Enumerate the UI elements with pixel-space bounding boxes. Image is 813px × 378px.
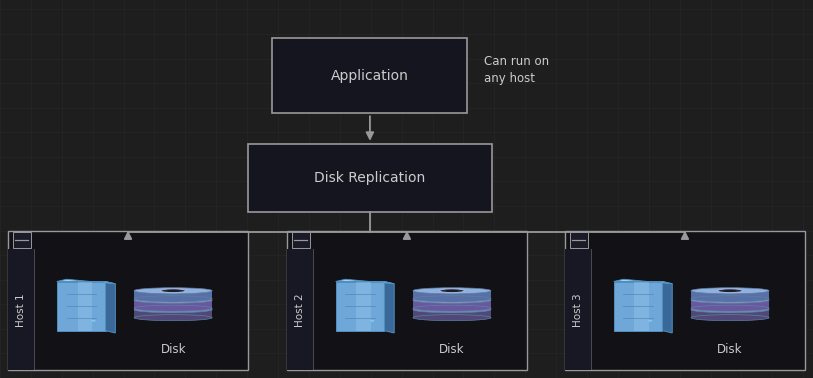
Ellipse shape: [724, 290, 736, 292]
FancyBboxPatch shape: [565, 231, 805, 370]
Text: Disk: Disk: [160, 343, 186, 356]
Polygon shape: [634, 282, 649, 331]
Polygon shape: [614, 279, 672, 284]
Polygon shape: [336, 279, 394, 284]
FancyBboxPatch shape: [413, 310, 491, 318]
FancyBboxPatch shape: [691, 310, 769, 318]
Ellipse shape: [91, 320, 96, 322]
FancyBboxPatch shape: [413, 300, 491, 308]
FancyBboxPatch shape: [565, 249, 591, 370]
Ellipse shape: [134, 288, 212, 294]
Ellipse shape: [413, 314, 491, 321]
Ellipse shape: [717, 289, 743, 293]
Polygon shape: [106, 282, 115, 333]
Ellipse shape: [370, 320, 375, 322]
Polygon shape: [77, 282, 92, 331]
Ellipse shape: [167, 299, 179, 301]
Ellipse shape: [724, 299, 736, 301]
Ellipse shape: [134, 305, 212, 311]
Text: Host 1: Host 1: [16, 293, 26, 327]
Ellipse shape: [691, 314, 769, 321]
Text: Application: Application: [331, 68, 409, 83]
Ellipse shape: [446, 309, 458, 311]
Ellipse shape: [691, 307, 769, 313]
Ellipse shape: [134, 296, 212, 302]
Ellipse shape: [134, 297, 212, 303]
Ellipse shape: [167, 309, 179, 311]
FancyBboxPatch shape: [248, 144, 492, 212]
Polygon shape: [356, 282, 371, 331]
Text: Disk Replication: Disk Replication: [315, 170, 425, 185]
Ellipse shape: [648, 320, 653, 322]
Ellipse shape: [717, 308, 743, 311]
FancyBboxPatch shape: [570, 232, 588, 248]
Ellipse shape: [439, 289, 465, 293]
Text: Host 2: Host 2: [295, 293, 305, 327]
Text: Disk: Disk: [439, 343, 465, 356]
Text: Host 3: Host 3: [573, 293, 583, 327]
FancyBboxPatch shape: [691, 291, 769, 299]
Ellipse shape: [446, 290, 458, 292]
Ellipse shape: [134, 307, 212, 313]
FancyBboxPatch shape: [8, 231, 248, 370]
Ellipse shape: [413, 307, 491, 313]
Ellipse shape: [691, 297, 769, 303]
Ellipse shape: [691, 305, 769, 311]
Text: Disk: Disk: [717, 343, 743, 356]
Ellipse shape: [439, 298, 465, 302]
FancyBboxPatch shape: [287, 249, 313, 370]
FancyBboxPatch shape: [292, 232, 310, 248]
Ellipse shape: [691, 296, 769, 302]
Ellipse shape: [160, 308, 186, 311]
FancyBboxPatch shape: [134, 310, 212, 318]
Ellipse shape: [446, 299, 458, 301]
Ellipse shape: [160, 298, 186, 302]
Ellipse shape: [691, 288, 769, 294]
Polygon shape: [614, 282, 663, 331]
Ellipse shape: [724, 309, 736, 311]
FancyBboxPatch shape: [691, 300, 769, 308]
Ellipse shape: [160, 289, 186, 293]
Ellipse shape: [439, 308, 465, 311]
Ellipse shape: [413, 296, 491, 302]
Polygon shape: [336, 282, 385, 331]
Polygon shape: [663, 282, 672, 333]
FancyBboxPatch shape: [134, 291, 212, 299]
Ellipse shape: [413, 297, 491, 303]
Ellipse shape: [413, 305, 491, 311]
Text: Can run on
any host: Can run on any host: [484, 55, 549, 85]
Ellipse shape: [717, 298, 743, 302]
Ellipse shape: [413, 288, 491, 294]
FancyBboxPatch shape: [272, 38, 467, 113]
Ellipse shape: [167, 290, 179, 292]
Ellipse shape: [134, 314, 212, 321]
FancyBboxPatch shape: [287, 231, 527, 370]
Polygon shape: [385, 282, 394, 333]
Polygon shape: [57, 282, 106, 331]
FancyBboxPatch shape: [8, 249, 34, 370]
FancyBboxPatch shape: [13, 232, 31, 248]
FancyBboxPatch shape: [413, 291, 491, 299]
Polygon shape: [57, 279, 115, 284]
FancyBboxPatch shape: [134, 300, 212, 308]
